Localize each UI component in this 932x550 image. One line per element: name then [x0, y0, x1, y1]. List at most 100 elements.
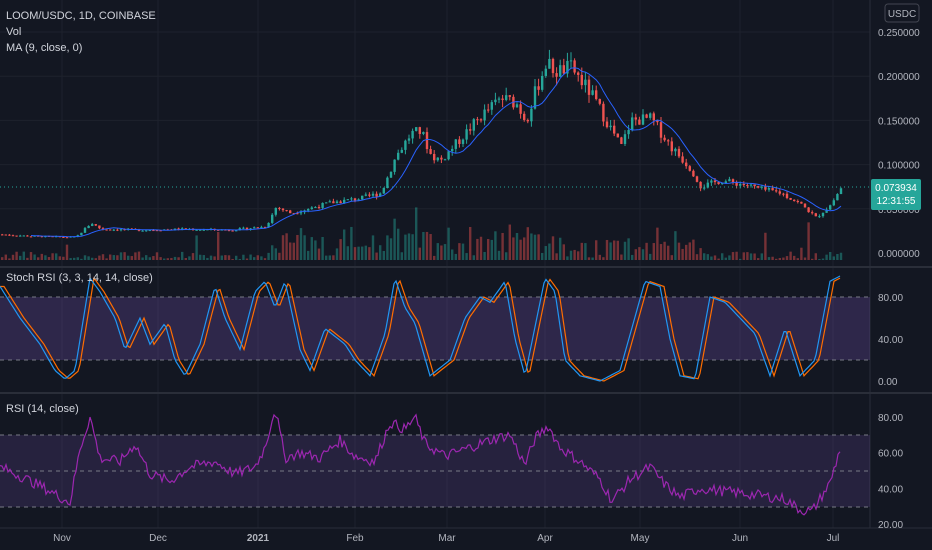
volume-bar — [22, 251, 25, 260]
candle-body — [616, 133, 619, 138]
candle-body — [591, 90, 594, 95]
candle-body — [573, 60, 576, 73]
time-tick-label: May — [631, 533, 650, 544]
candle-body — [800, 201, 803, 204]
time-tick-label: Jun — [732, 533, 748, 544]
candle-body — [454, 139, 457, 149]
candle-body — [400, 149, 403, 153]
candle-body — [425, 132, 429, 150]
candle-body — [836, 194, 839, 201]
candle-body — [285, 210, 288, 212]
rsi-axis[interactable]: 80.00 60.00 40.00 20.00 — [878, 413, 903, 531]
candle-body — [508, 95, 511, 97]
volume-bar — [11, 254, 15, 260]
volume-bar — [4, 254, 7, 260]
candle-body — [566, 60, 569, 74]
volume-bar — [465, 253, 468, 260]
candle-body — [249, 228, 252, 230]
rsi-tick-label: 40.00 — [878, 484, 903, 495]
candle-body — [382, 187, 385, 194]
candle-body — [289, 210, 292, 214]
volume-bar — [47, 257, 51, 260]
volume-bar — [706, 254, 709, 260]
volume-bar — [155, 252, 159, 260]
candle-body — [181, 228, 184, 230]
volume-bar — [15, 251, 18, 260]
volume-bar — [436, 243, 439, 260]
price-tick-label: 0.200000 — [878, 72, 920, 83]
time-axis[interactable]: Nov Dec 2021 Feb Mar Apr May Jun Jul — [53, 533, 839, 544]
volume-bar — [206, 257, 209, 260]
candle-body — [537, 86, 540, 90]
vol-legend[interactable]: Vol — [6, 26, 21, 38]
volume-bar — [76, 257, 79, 260]
candle-body — [328, 201, 331, 203]
volume-bar — [389, 238, 393, 260]
volume-bar — [537, 234, 540, 260]
volume-bar — [220, 255, 223, 260]
volume-bar — [526, 227, 529, 260]
rsi-legend[interactable]: RSI (14, close) — [6, 403, 79, 415]
candle-body — [231, 230, 234, 232]
volume-bar — [731, 252, 735, 260]
candle-body — [94, 224, 97, 226]
candle-body — [497, 98, 501, 100]
volume-bar — [710, 256, 713, 260]
volume-bar — [361, 246, 364, 260]
volume-bar — [343, 229, 346, 260]
volume-bar — [638, 247, 641, 260]
volume-bar — [515, 232, 519, 260]
candle-body — [731, 179, 735, 183]
volume-bar — [749, 253, 753, 260]
volume-bar — [368, 247, 371, 260]
volume-bar — [505, 252, 508, 260]
rsi-tick-label: 60.00 — [878, 449, 903, 460]
volume-bar — [699, 248, 702, 260]
candle-body — [523, 113, 526, 120]
candle-body — [101, 228, 105, 230]
stoch-legend[interactable]: Stoch RSI (3, 3, 14, 14, close) — [6, 272, 153, 284]
candle-body — [735, 182, 738, 186]
candle-body — [656, 120, 659, 123]
currency-badge[interactable] — [884, 3, 920, 23]
candle-body — [332, 201, 335, 204]
volume-bar — [418, 247, 421, 260]
volume-bar — [811, 258, 814, 260]
volume-bar — [404, 234, 407, 260]
candle-body — [436, 157, 439, 161]
volume-bar — [335, 248, 339, 260]
price-tick-label: 0.000000 — [878, 249, 920, 260]
price-tick-label: 0.050000 — [878, 205, 920, 216]
candle-body — [490, 102, 493, 110]
volume-bar — [757, 258, 760, 260]
price-axis[interactable]: 0.250000 0.200000 0.150000 0.100000 0.050000… — [878, 28, 920, 260]
volume-bar — [818, 258, 821, 260]
candle-body — [109, 229, 112, 231]
volume-bar — [836, 253, 839, 260]
volume-bar — [577, 251, 580, 260]
ma-legend[interactable]: MA (9, close, 0) — [6, 42, 82, 54]
volume-bar — [681, 248, 684, 260]
volume-bar — [580, 242, 583, 260]
candle-body — [757, 186, 760, 188]
candle-body — [746, 185, 749, 187]
volume-bar — [40, 253, 43, 260]
candle-body — [76, 235, 79, 237]
symbol-title[interactable]: LOOM/USDC, 1D, COINBASE — [6, 10, 156, 22]
volume-bar — [533, 234, 537, 260]
volume-bar — [152, 256, 155, 260]
candle-body — [627, 129, 630, 135]
candle-body — [839, 188, 843, 195]
stoch-axis[interactable]: 80.00 40.00 0.00 — [878, 293, 903, 388]
candle-body — [555, 73, 558, 77]
candle-body — [299, 212, 303, 214]
candle-body — [796, 200, 799, 202]
volume-bar — [166, 258, 169, 260]
volume-bar — [69, 258, 72, 260]
currency-label: USDC — [888, 9, 916, 20]
volume-bar — [379, 245, 382, 260]
volume-bar — [105, 258, 108, 260]
volume-bar — [613, 240, 616, 260]
volume-bar — [616, 240, 619, 260]
volume-bar — [145, 255, 148, 260]
